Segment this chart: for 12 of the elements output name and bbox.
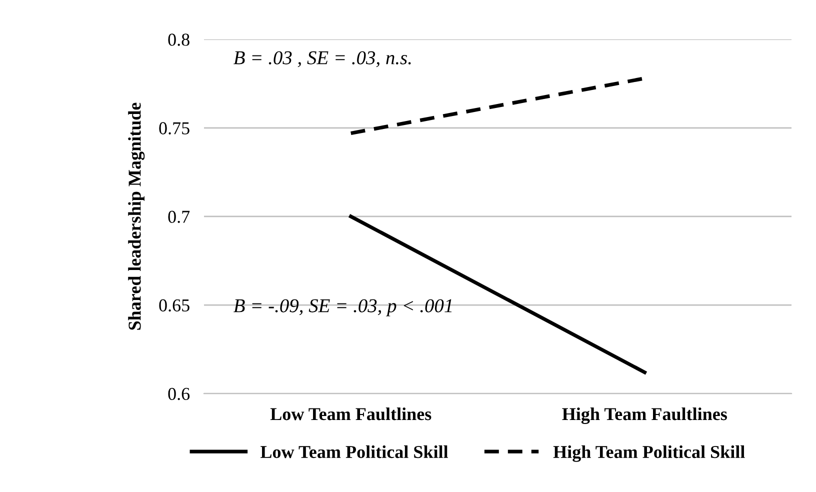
y-tick-label: 0.75	[159, 122, 190, 134]
legend-label: High Team Political Skill	[553, 445, 745, 462]
x-tick-label: Low Team Faultlines	[270, 407, 432, 420]
x-tick-label: High Team Faultlines	[562, 407, 727, 424]
annotation: B = .03 , SE = .03, n.s.	[234, 51, 411, 68]
y-tick-label: 0.7	[168, 210, 190, 223]
legend-label: Low Team Political Skill	[260, 445, 448, 458]
y-tick-label: 0.65	[159, 299, 190, 312]
y-tick-label: 0.8	[168, 34, 190, 46]
y-axis-title: Shared leadership Magnitude	[128, 102, 145, 330]
y-tick-label: 0.6	[168, 388, 190, 400]
annotation: B = -.09, SE = .03, p < .001	[234, 299, 452, 316]
